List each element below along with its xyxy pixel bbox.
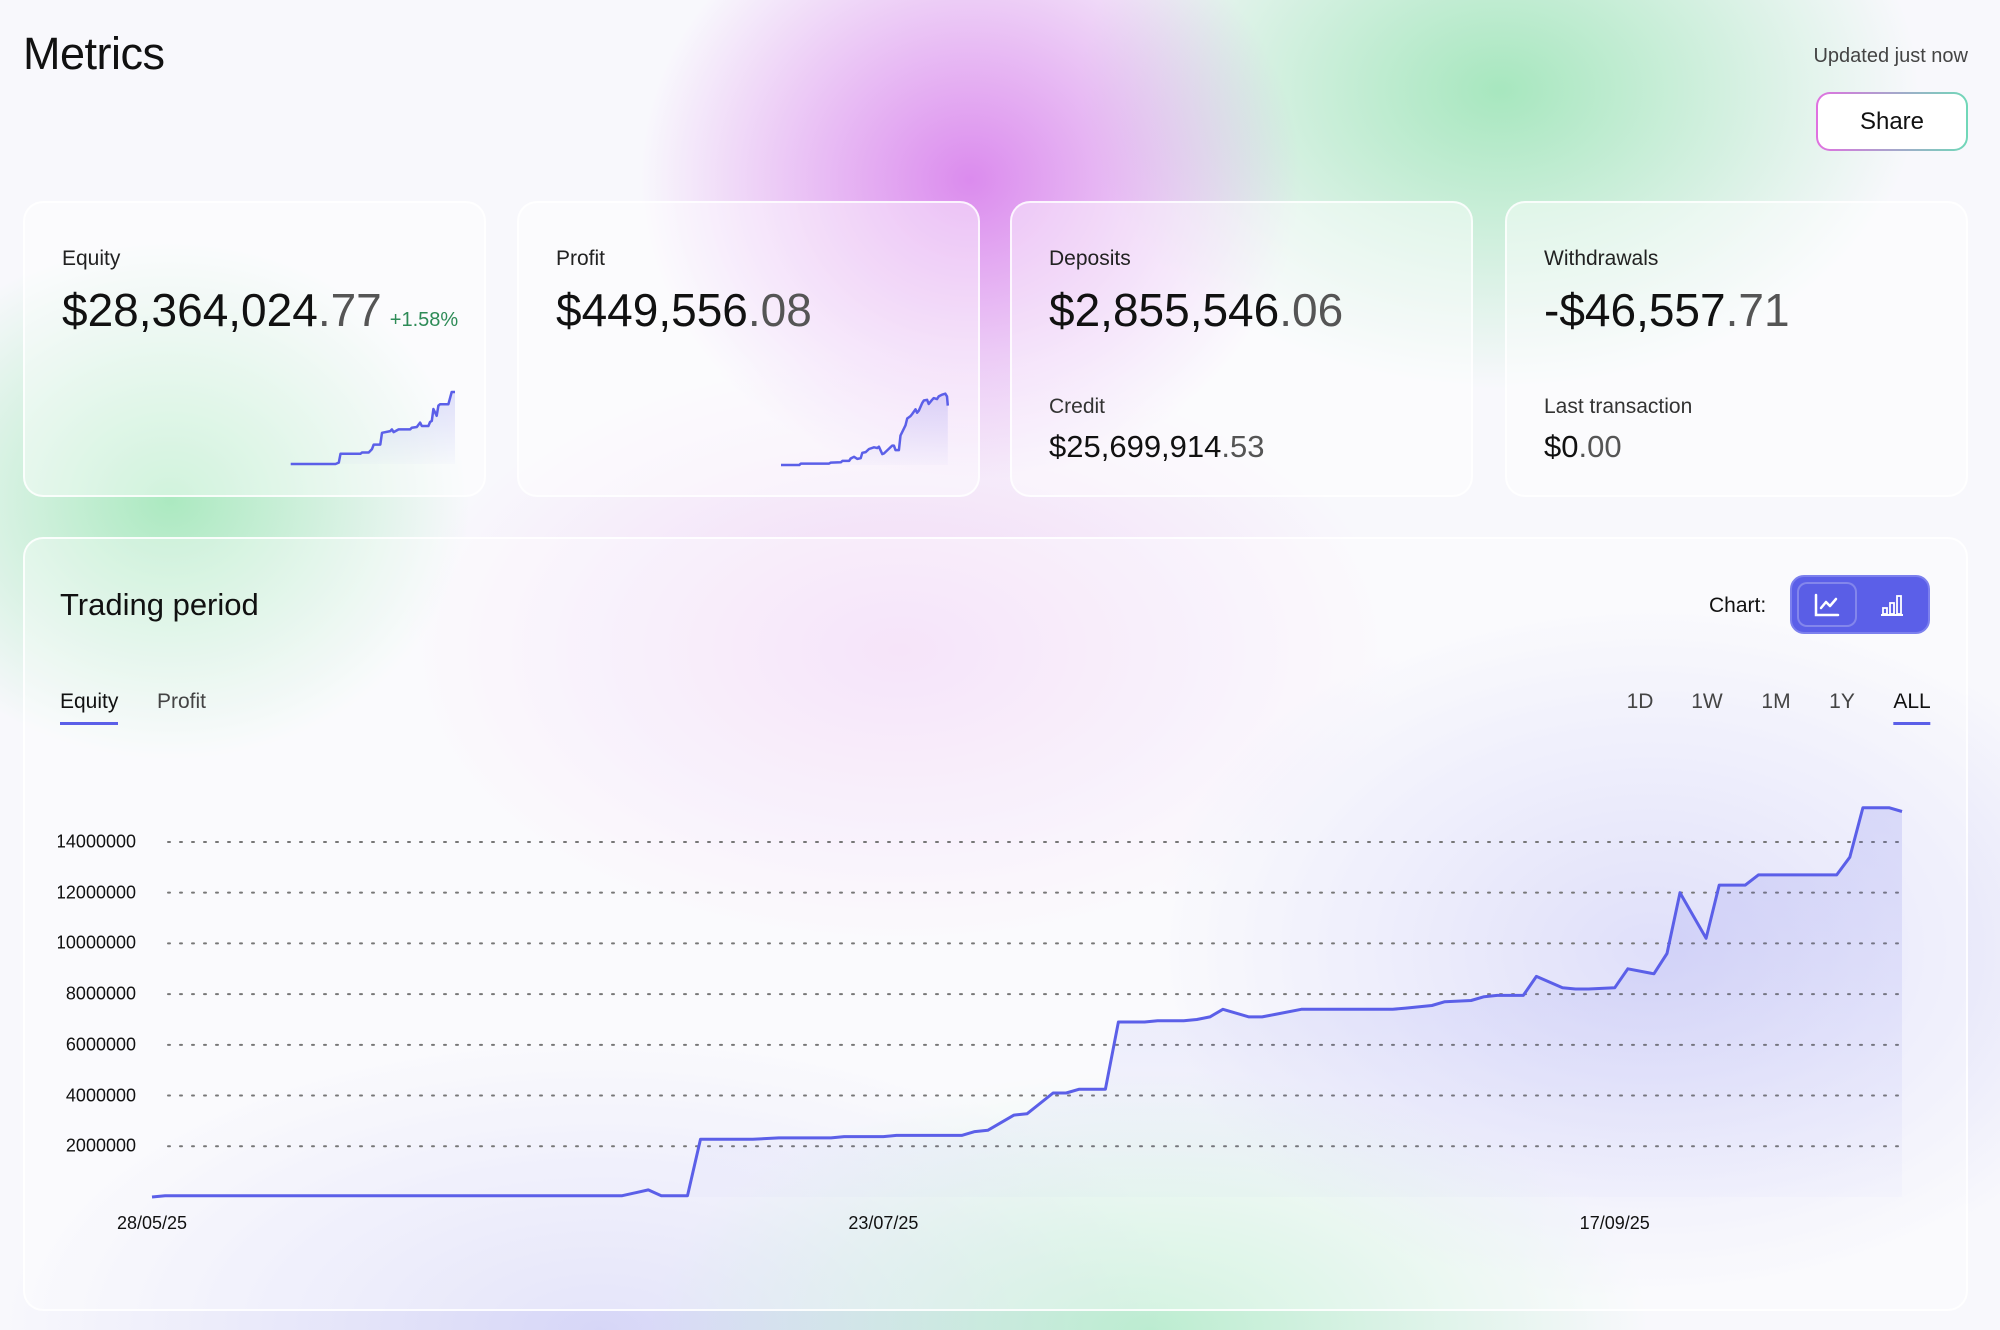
x-tick-label: 17/09/25 bbox=[1579, 1213, 1650, 1233]
value-main: $2,855,546 bbox=[1049, 284, 1280, 336]
range-1w[interactable]: 1W bbox=[1691, 690, 1723, 713]
chart-type-toggle bbox=[1790, 575, 1930, 634]
value-main: $28,364,024 bbox=[62, 284, 318, 336]
withdrawals-value: -$46,557.71 bbox=[1544, 283, 1790, 337]
equity-sparkline bbox=[290, 390, 455, 466]
sparkline-area bbox=[781, 393, 948, 465]
value-decimals: .77 bbox=[317, 284, 382, 336]
card-label: Profit bbox=[556, 247, 606, 270]
range-1m[interactable]: 1M bbox=[1761, 690, 1791, 713]
bar-chart-icon bbox=[1881, 594, 1903, 616]
chart-type-label: Chart: bbox=[1709, 594, 1767, 617]
series-area bbox=[152, 807, 1902, 1197]
value-main: -$46,557 bbox=[1544, 284, 1726, 336]
value-decimals: .53 bbox=[1221, 429, 1265, 464]
y-tick-label: 6000000 bbox=[65, 1034, 136, 1055]
profit-sparkline bbox=[781, 392, 949, 467]
equity-card: Equity $28,364,024.77 +1.58% bbox=[23, 201, 486, 497]
x-tick-label: 28/05/25 bbox=[116, 1213, 188, 1233]
range-all[interactable]: ALL bbox=[1893, 690, 1931, 725]
credit-label: Credit bbox=[1049, 395, 1106, 418]
bar-chart-button[interactable] bbox=[1862, 582, 1922, 627]
page-title: Metrics bbox=[23, 28, 165, 79]
value-main: $0 bbox=[1544, 429, 1579, 464]
panel-title: Trading period bbox=[60, 587, 259, 622]
tab-equity[interactable]: Equity bbox=[60, 690, 119, 725]
value-decimals: .06 bbox=[1279, 284, 1344, 336]
value-decimals: .00 bbox=[1578, 429, 1622, 464]
profit-value: $449,556.08 bbox=[556, 283, 812, 337]
share-button[interactable]: Share bbox=[1816, 92, 1968, 151]
y-tick-label: 10000000 bbox=[58, 932, 136, 953]
deposits-value: $2,855,546.06 bbox=[1049, 283, 1343, 337]
card-label: Withdrawals bbox=[1544, 247, 1659, 270]
sparkline-line bbox=[781, 392, 949, 467]
value-main: $449,556 bbox=[556, 284, 748, 336]
sparkline-line bbox=[290, 390, 455, 466]
credit-value: $25,699,914.53 bbox=[1049, 429, 1265, 465]
value-decimals: .08 bbox=[747, 284, 812, 336]
y-tick-label: 4000000 bbox=[65, 1085, 136, 1106]
y-tick-label: 12000000 bbox=[58, 882, 136, 903]
updated-status: Updated just now bbox=[1813, 45, 1968, 67]
y-tick-label: 8000000 bbox=[65, 983, 136, 1004]
last-transaction-label: Last transaction bbox=[1544, 395, 1693, 418]
x-tick-label: 23/07/25 bbox=[848, 1213, 919, 1233]
value-main: $25,699,914 bbox=[1049, 429, 1222, 464]
y-tick-label: 2000000 bbox=[65, 1135, 136, 1156]
y-tick-label: 14000000 bbox=[58, 831, 136, 852]
y-axis: 2000000 4000000 6000000 8000000 10000000 1200… bbox=[58, 820, 138, 1220]
profit-card: Profit $449,556.08 bbox=[517, 201, 980, 497]
card-label: Deposits bbox=[1049, 247, 1131, 270]
withdrawals-card: Withdrawals -$46,557.71 Last transaction… bbox=[1505, 201, 1968, 497]
line-chart-button[interactable] bbox=[1797, 582, 1857, 627]
change-badge: +1.58% bbox=[389, 309, 459, 331]
tab-profit[interactable]: Profit bbox=[157, 690, 207, 713]
range-1d[interactable]: 1D bbox=[1626, 690, 1654, 713]
equity-value: $28,364,024.77 +1.58% bbox=[62, 283, 458, 337]
range-1y[interactable]: 1Y bbox=[1829, 690, 1855, 713]
card-label: Equity bbox=[62, 247, 121, 270]
value-decimals: .71 bbox=[1725, 284, 1790, 336]
line-chart-icon bbox=[1814, 593, 1840, 616]
sparkline-area bbox=[290, 392, 455, 464]
last-transaction-value: $0.00 bbox=[1544, 429, 1622, 465]
series-line bbox=[151, 806, 1903, 1199]
deposits-card: Deposits $2,855,546.06 Credit $25,699,91… bbox=[1010, 201, 1473, 497]
